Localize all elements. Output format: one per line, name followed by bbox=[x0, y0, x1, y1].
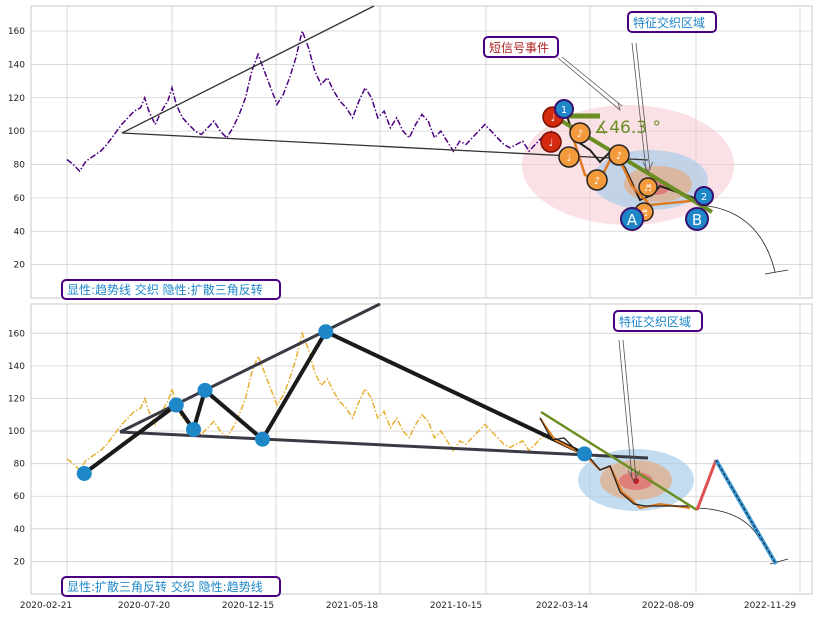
marker-orange-4 bbox=[586, 169, 608, 191]
x-tick-label: 2020-02-21 bbox=[20, 601, 72, 611]
bottom-y-ticks: 20 40 60 80 100 120 140 160 bbox=[8, 329, 25, 567]
zigzag-node bbox=[577, 446, 592, 462]
x-tick-label: 2020-12-15 bbox=[222, 601, 274, 611]
bottom-left-label-box bbox=[61, 576, 281, 597]
y-tick-label: 60 bbox=[14, 194, 26, 204]
bottom-plot-area bbox=[30, 303, 813, 595]
marker-point-b-label: B bbox=[692, 211, 702, 229]
y-tick-label: 160 bbox=[8, 27, 25, 37]
top-feature-label: 特征交织区域 bbox=[633, 15, 705, 30]
y-tick-label: 140 bbox=[8, 362, 25, 372]
x-tick-label: 2021-10-15 bbox=[430, 601, 482, 611]
top-panel: 20 40 60 80 100 120 140 160 ♩ ♩ ♪ ♩ ♪ bbox=[8, 5, 813, 300]
zigzag-node bbox=[168, 397, 184, 413]
x-tick-label: 2021-05-18 bbox=[326, 601, 379, 611]
marker-orange-1-glyph: ♪ bbox=[577, 129, 583, 140]
y-tick-label: 160 bbox=[8, 329, 25, 339]
top-price-line bbox=[66, 28, 553, 173]
zigzag-node bbox=[255, 431, 270, 447]
bottom-price-line bbox=[66, 330, 553, 472]
x-tick-label: 2022-08-09 bbox=[642, 601, 695, 611]
y-tick-label: 40 bbox=[14, 525, 26, 535]
top-grid bbox=[31, 6, 812, 298]
marker-orange-3-glyph: ♪ bbox=[616, 151, 622, 162]
y-tick-label: 80 bbox=[14, 460, 26, 470]
top-projection-arc bbox=[699, 204, 776, 273]
top-feature-box bbox=[627, 11, 717, 33]
zigzag-node bbox=[186, 421, 201, 437]
marker-point-1-label: 1 bbox=[561, 105, 567, 116]
x-tick-label: 2020-07-20 bbox=[118, 601, 171, 611]
top-projection-end bbox=[764, 269, 789, 275]
x-tick-label: 2022-11-29 bbox=[744, 601, 797, 611]
zigzag-node bbox=[76, 465, 92, 481]
marker-red-2 bbox=[540, 131, 562, 153]
marker-point-2-label: 2 bbox=[701, 192, 707, 203]
x-tick-label: 2022-03-14 bbox=[536, 601, 589, 611]
bottom-zone-dot bbox=[633, 478, 639, 484]
top-arrow-feature bbox=[631, 42, 654, 173]
y-tick-label: 120 bbox=[8, 394, 25, 404]
bottom-x-ticks: 2020-02-21 2020-07-20 2020-12-15 2021-05-18… bbox=[20, 601, 797, 611]
marker-orange-6-glyph: ♬ bbox=[640, 209, 648, 219]
y-tick-label: 100 bbox=[8, 427, 25, 437]
top-left-label: 显性:趋势线 交织 隐性:扩散三角反转 bbox=[67, 282, 263, 297]
marker-orange-2-glyph: ♩ bbox=[567, 153, 572, 164]
marker-point-1 bbox=[554, 99, 574, 119]
marker-orange-5-glyph: ♬ bbox=[644, 184, 652, 194]
y-tick-label: 80 bbox=[14, 161, 26, 171]
marker-point-2 bbox=[694, 186, 714, 206]
bottom-feature-box bbox=[613, 310, 703, 332]
y-tick-label: 60 bbox=[14, 492, 26, 502]
bottom-panel: 20 40 60 80 100 120 140 160 2020-02-21 2020-07-2… bbox=[8, 302, 813, 611]
marker-orange-1 bbox=[569, 122, 591, 144]
bottom-arrow-feature bbox=[618, 339, 641, 483]
top-arrow-signal bbox=[557, 56, 623, 112]
bottom-proj-blue-inner bbox=[715, 459, 777, 565]
bottom-projection-end bbox=[769, 558, 789, 565]
bottom-pattern-black bbox=[539, 417, 690, 507]
bottom-feature-label: 特征交织区域 bbox=[619, 314, 691, 329]
bottom-left-label: 显性:扩散三角反转 交织 隐性:趋势线 bbox=[67, 579, 263, 594]
zigzag-node bbox=[318, 324, 334, 340]
marker-orange-5 bbox=[638, 177, 658, 197]
zigzag-node bbox=[197, 382, 213, 398]
marker-red-2-glyph: ♩ bbox=[549, 138, 554, 149]
marker-orange-2 bbox=[558, 146, 580, 168]
marker-point-b bbox=[685, 207, 709, 231]
bottom-trendline-lower bbox=[119, 430, 649, 460]
top-signal-label: 短信号事件 bbox=[489, 41, 549, 55]
y-tick-label: 40 bbox=[14, 227, 26, 237]
top-y-ticks: 20 40 60 80 100 120 140 160 bbox=[8, 27, 25, 271]
y-tick-label: 120 bbox=[8, 94, 25, 104]
marker-red-1-glyph: ♩ bbox=[551, 113, 556, 124]
bottom-zigzag-nodes bbox=[76, 324, 592, 481]
bottom-trendline-upper bbox=[119, 302, 381, 434]
y-tick-label: 20 bbox=[14, 557, 26, 567]
marker-point-a bbox=[620, 207, 644, 231]
y-tick-label: 20 bbox=[14, 261, 26, 271]
y-tick-label: 140 bbox=[8, 60, 25, 70]
bottom-proj-red bbox=[695, 459, 718, 511]
marker-orange-4-glyph: ♪ bbox=[594, 176, 600, 187]
marker-point-a-label: A bbox=[627, 211, 638, 229]
angle-annotation: ∡46.3 ° bbox=[594, 118, 661, 138]
bottom-green-trend bbox=[540, 410, 698, 512]
top-left-label-box bbox=[61, 279, 281, 300]
marker-orange-3 bbox=[608, 144, 630, 166]
top-signal-box bbox=[483, 36, 559, 58]
y-tick-label: 100 bbox=[8, 127, 25, 137]
top-trendline-upper bbox=[121, 5, 375, 134]
